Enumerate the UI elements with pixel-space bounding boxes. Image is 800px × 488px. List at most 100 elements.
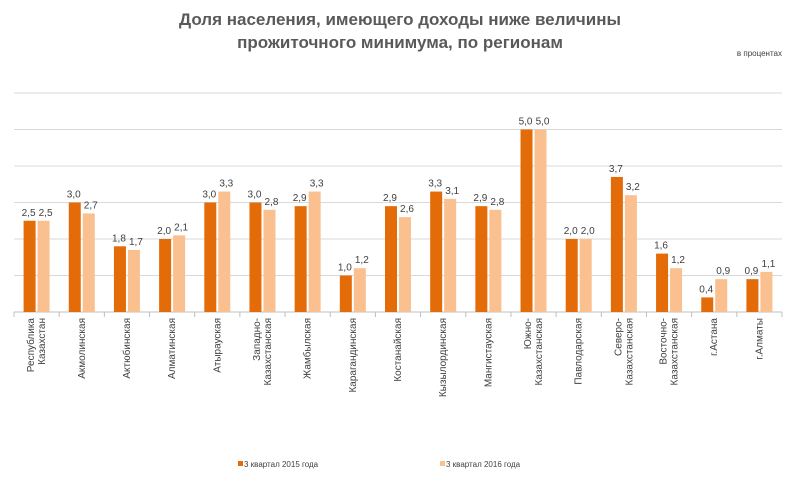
legend-swatch	[440, 461, 445, 466]
data-label: 1,6	[654, 241, 668, 252]
chart-title: Доля населения, имеющего доходы ниже вел…	[0, 8, 800, 54]
bar-2016	[489, 209, 502, 312]
category-label-line: Атырауская	[212, 318, 223, 373]
category-label: Мангистауская	[483, 318, 494, 387]
bar-2015	[610, 176, 623, 312]
category-label-line: Казахстанская	[263, 318, 274, 385]
bar-2016	[444, 198, 457, 312]
category-label: г.Алматы	[754, 318, 765, 360]
bar-2016	[308, 191, 321, 312]
data-label: 3,3	[310, 179, 324, 190]
category-label-line: Южно-	[523, 318, 534, 349]
data-label: 3,0	[248, 190, 262, 201]
category-label-line: Карагандинская	[348, 318, 359, 393]
category-label-line: Мангистауская	[483, 318, 494, 387]
data-label: 2,9	[293, 193, 307, 204]
bar-2015	[294, 206, 307, 312]
bar-2015	[249, 202, 262, 312]
category-label-line: Казахстанская	[534, 318, 545, 385]
category-label: г.Астана	[709, 318, 720, 356]
data-label: 1,7	[129, 237, 143, 248]
data-label: 3,2	[626, 182, 640, 193]
bar-2015	[701, 297, 714, 312]
bar-2016	[173, 235, 186, 312]
bar-2015	[68, 202, 81, 312]
category-label: Восточно-Казахстанская	[659, 318, 681, 385]
category-label: Павлодарская	[574, 318, 585, 385]
bar-2015	[23, 220, 36, 312]
category-label: Южно-Казахстанская	[523, 318, 545, 385]
data-label: 3,3	[428, 179, 442, 190]
bar-2016	[715, 279, 728, 312]
category-label: Атырауская	[212, 318, 223, 373]
data-label: 5,0	[536, 117, 550, 128]
category-label: Карагандинская	[348, 318, 359, 393]
data-label: 2,0	[581, 226, 595, 237]
category-label-line: Кызылординская	[438, 318, 449, 397]
data-label: 2,1	[174, 222, 188, 233]
data-label: 3,0	[202, 190, 216, 201]
bar-2016	[127, 249, 140, 312]
category-label-line: г.Алматы	[754, 318, 765, 360]
bar-2015	[746, 279, 759, 312]
bar-2015	[113, 246, 126, 312]
data-label: 1,8	[112, 233, 126, 244]
data-label: 3,7	[609, 164, 623, 175]
bar-2016	[399, 217, 411, 312]
category-label-line: г.Астана	[709, 318, 720, 356]
data-label: 1,1	[761, 259, 775, 270]
data-label: 2,8	[490, 197, 504, 208]
category-label-line: Актюбинская	[121, 318, 133, 379]
category-label: Северо-Казахстанская	[613, 318, 635, 385]
data-label: 2,0	[564, 226, 578, 237]
category-label-line: Северо-	[613, 318, 624, 356]
data-label: 2,8	[265, 197, 279, 208]
chart-title-line1: Доля населения, имеющего доходы ниже вел…	[179, 10, 621, 29]
category-label: Костанайская	[393, 318, 404, 382]
bar-2016	[353, 268, 366, 312]
category-label-line: Казахстанская	[670, 318, 681, 385]
category-label-line: Восточно-	[659, 318, 670, 365]
bar-2016	[670, 268, 683, 312]
data-label: 2,7	[84, 200, 98, 211]
category-label: Жамбылская	[302, 318, 314, 379]
bar-2015	[385, 206, 397, 312]
bar-2015	[339, 275, 352, 312]
bar-2016	[37, 220, 50, 312]
data-label: 0,9	[716, 266, 730, 277]
category-label-line: Павлодарская	[574, 318, 585, 385]
category-label-line: Алматинская	[167, 318, 178, 379]
chart-title-line2: прожиточного минимума, по регионам	[237, 33, 563, 52]
bar-2016	[760, 271, 773, 312]
data-label: 1,2	[355, 255, 369, 266]
units-label: в процентах	[736, 49, 782, 58]
bar-2015	[656, 253, 669, 312]
category-label: Алматинская	[167, 318, 178, 379]
category-label-line: Казахстан	[37, 318, 48, 365]
bar-2015	[204, 202, 217, 312]
category-label-line: Акмолинская	[77, 318, 88, 379]
bar-2015	[430, 191, 443, 312]
data-label: 3,3	[219, 179, 233, 190]
category-label-line: Республика	[25, 318, 37, 373]
bar-2016	[624, 195, 637, 312]
data-label: 2,6	[400, 204, 414, 215]
data-label: 2,5	[39, 208, 53, 219]
bar-2016	[82, 213, 95, 312]
data-label: 1,0	[338, 263, 352, 274]
bar-2015	[475, 206, 488, 312]
bar-2016	[218, 191, 231, 312]
bar-2015	[520, 129, 533, 312]
legend-swatch	[238, 461, 243, 466]
category-label: Актюбинская	[121, 318, 133, 379]
data-label: 1,2	[671, 255, 685, 266]
category-label: Западно-Казахстанская	[252, 318, 274, 385]
category-label-line: Костанайская	[393, 318, 404, 382]
data-label: 0,4	[699, 284, 713, 295]
legend-label: 3 квартал 2015 года	[244, 460, 319, 469]
bar-2015	[565, 239, 578, 312]
category-label: Акмолинская	[77, 318, 88, 379]
category-label-line: Жамбылская	[302, 318, 314, 379]
legend-label: 3 квартал 2016 года	[446, 460, 521, 469]
